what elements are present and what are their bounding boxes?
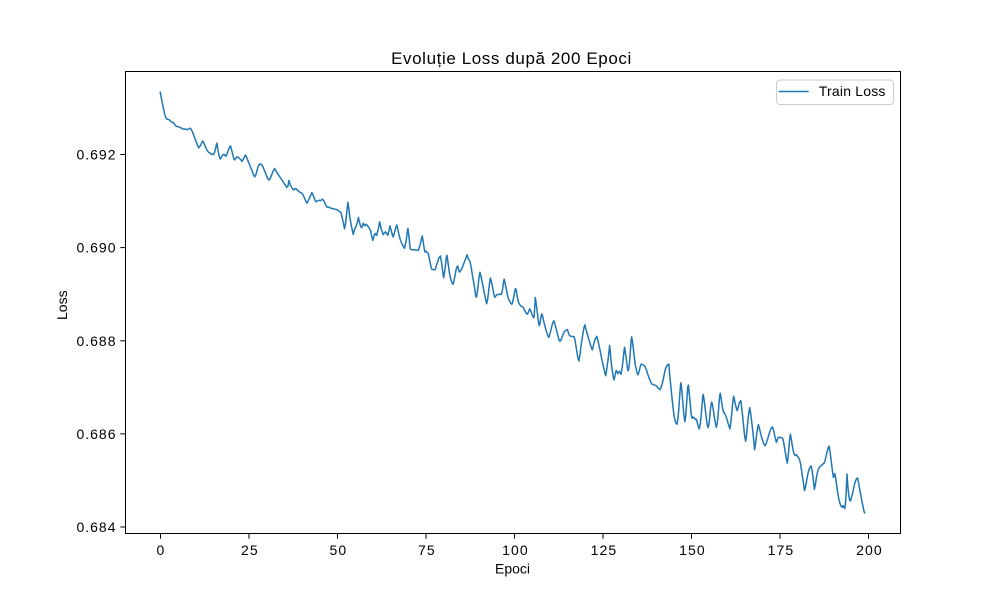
svg-text:Loss: Loss — [54, 290, 70, 320]
svg-text:125: 125 — [591, 542, 618, 558]
svg-text:150: 150 — [679, 542, 706, 558]
svg-text:75: 75 — [418, 542, 436, 558]
svg-text:25: 25 — [241, 542, 259, 558]
svg-text:0.692: 0.692 — [76, 147, 116, 163]
svg-text:50: 50 — [330, 542, 348, 558]
svg-text:200: 200 — [856, 542, 883, 558]
svg-text:100: 100 — [502, 542, 529, 558]
svg-text:Epoci: Epoci — [495, 561, 530, 577]
svg-text:0: 0 — [157, 542, 166, 558]
svg-text:0.690: 0.690 — [76, 240, 116, 256]
svg-text:175: 175 — [768, 542, 795, 558]
svg-text:0.688: 0.688 — [76, 333, 116, 349]
svg-text:0.686: 0.686 — [76, 426, 116, 442]
svg-text:Train Loss: Train Loss — [819, 83, 886, 99]
svg-text:0.684: 0.684 — [76, 519, 116, 535]
svg-text:Evoluție Loss după 200 Epoci: Evoluție Loss după 200 Epoci — [391, 49, 632, 68]
